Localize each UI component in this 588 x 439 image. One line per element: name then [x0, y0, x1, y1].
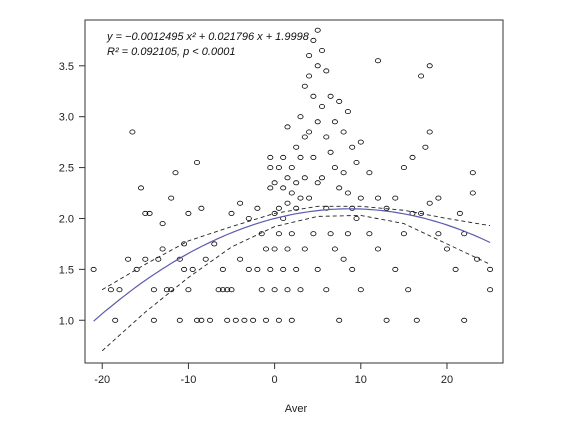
x-tick-label: 0 [272, 374, 278, 386]
equation-annotation: y = −0.0012495 x² + 0.021796 x + 1.9998 [106, 31, 310, 43]
y-tick-label: 2.0 [59, 213, 74, 225]
y-tick-label: 2.5 [59, 163, 74, 175]
y-tick-label: 1.5 [59, 264, 74, 276]
x-tick-label: 10 [355, 374, 367, 386]
y-tick-label: 3.5 [59, 61, 74, 73]
y-tick-label: 3.0 [59, 112, 74, 124]
r-squared-annotation: R² = 0.092105, p < 0.0001 [107, 46, 235, 58]
x-tick-label: 20 [441, 374, 453, 386]
x-tick-label: -10 [180, 374, 196, 386]
x-axis-label: Aver [285, 403, 308, 415]
x-tick-label: -20 [94, 374, 110, 386]
y-tick-label: 1.0 [59, 315, 74, 327]
